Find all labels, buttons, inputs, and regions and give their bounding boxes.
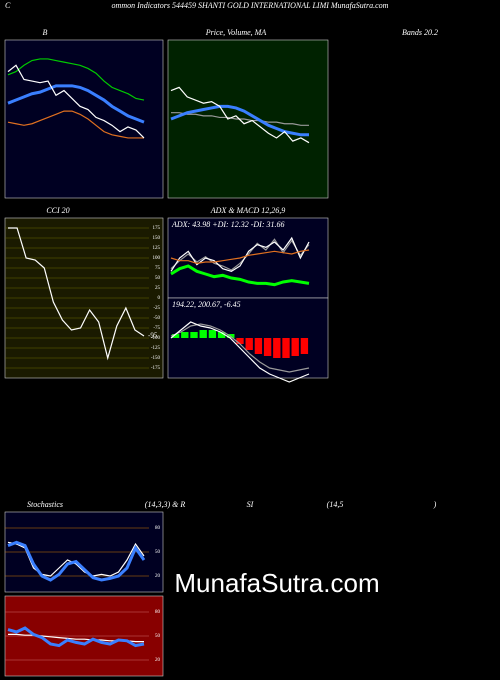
- panel-label: (14,3,3) & R: [145, 500, 186, 509]
- y-tick-label: -125: [151, 346, 161, 351]
- indicator-line: [7, 626, 145, 648]
- macd-bar: [208, 330, 217, 338]
- y-tick-label: 125: [153, 246, 161, 251]
- macd-bar: [171, 334, 180, 338]
- macd-bar: [245, 338, 253, 350]
- panel-label: Stochastics: [27, 500, 63, 509]
- macd-bar: [263, 338, 272, 356]
- macd-bar: [199, 330, 207, 338]
- y-tick-label: 50: [155, 634, 161, 639]
- macd-bar: [190, 332, 198, 338]
- indicator-line: [170, 323, 310, 373]
- y-tick-label: 20: [155, 574, 161, 579]
- panel-label: B: [43, 28, 48, 37]
- indicator-line: [170, 236, 310, 272]
- indicator-line: [170, 86, 310, 144]
- indicator-line: [170, 249, 310, 264]
- indicator-line: [7, 540, 146, 582]
- indicator-line: [8, 227, 145, 361]
- y-tick-label: -100: [151, 336, 161, 341]
- y-tick-label: 175: [153, 226, 161, 231]
- macd-bar: [273, 338, 281, 358]
- y-tick-label: 25: [155, 286, 161, 291]
- panel-annotation: 194.22, 200.67, -6.45: [172, 300, 241, 309]
- panel: [167, 39, 329, 199]
- y-tick-label: 50: [155, 276, 161, 281]
- indicator-line: [7, 110, 144, 139]
- macd-bar: [236, 338, 244, 344]
- indicator-line: [7, 58, 145, 101]
- panel-annotation: ADX: 43.98 +DI: 12.32 -DI: 31.66: [171, 220, 285, 229]
- panel-label: ADX & MACD 12,26,9: [210, 206, 285, 215]
- y-tick-label: 100: [153, 256, 161, 261]
- header: C: [5, 1, 11, 10]
- panel: [167, 217, 329, 299]
- macd-bar: [291, 338, 299, 356]
- macd-bar: [254, 338, 263, 354]
- macd-bar: [181, 332, 189, 338]
- panel-label: SI: [247, 500, 254, 509]
- y-tick-label: 50: [155, 550, 161, 555]
- macd-bar: [282, 338, 290, 358]
- macd-bar: [300, 338, 309, 354]
- y-tick-label: 80: [155, 610, 161, 615]
- value-label: -95: [148, 332, 158, 340]
- y-tick-label: -75: [153, 326, 160, 331]
- indicator-line: [7, 64, 145, 139]
- panel-label: Bands 20.2: [402, 28, 438, 37]
- y-tick-label: 80: [155, 526, 161, 531]
- y-tick-label: -150: [151, 356, 161, 361]
- indicator-line: [170, 104, 309, 137]
- panel-label: Price, Volume, MA: [205, 28, 267, 37]
- panel-label: CCI 20: [46, 206, 69, 215]
- y-tick-label: -50: [153, 316, 160, 321]
- y-tick-label: 0: [158, 296, 161, 301]
- y-tick-label: -25: [153, 306, 160, 311]
- header: ommon Indicators 544459 SHANTI GOLD INTE…: [112, 1, 389, 10]
- y-tick-label: 20: [155, 658, 161, 663]
- watermark: MunafaSutra.com: [174, 568, 379, 598]
- y-tick-label: 75: [155, 266, 161, 271]
- indicator-line: [170, 264, 310, 287]
- panel-label: (14,5: [327, 500, 344, 509]
- y-tick-label: 150: [153, 236, 161, 241]
- macd-bar: [217, 332, 226, 338]
- y-tick-label: -175: [151, 366, 161, 371]
- indicator-line: [170, 321, 310, 383]
- panel-label: ): [433, 500, 437, 509]
- indicator-line: [7, 84, 145, 124]
